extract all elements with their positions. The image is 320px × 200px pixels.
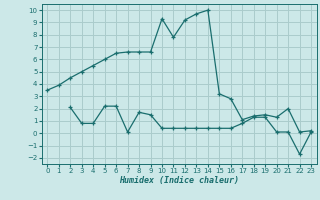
X-axis label: Humidex (Indice chaleur): Humidex (Indice chaleur) [119, 176, 239, 185]
